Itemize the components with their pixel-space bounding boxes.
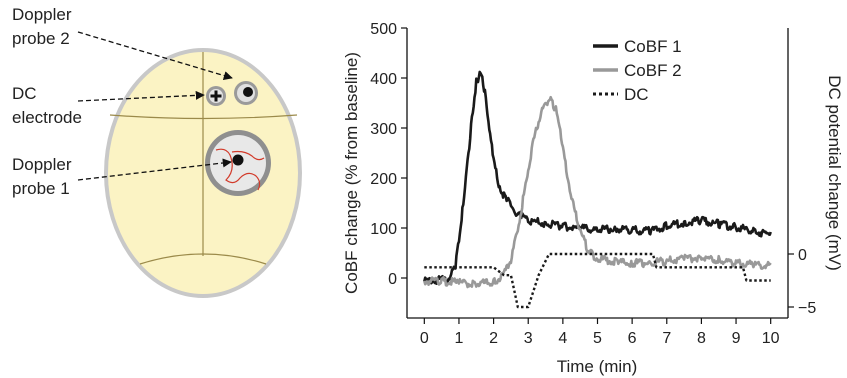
x-tick-label: 4 bbox=[558, 330, 567, 347]
x-tick-label: 1 bbox=[455, 330, 464, 347]
y-tick-label: 200 bbox=[370, 171, 397, 188]
x-tick-label: 7 bbox=[662, 330, 671, 347]
label-dc-line2: electrode bbox=[12, 108, 82, 127]
series-line-cobf-2 bbox=[423, 95, 772, 289]
y-tick-label: 500 bbox=[370, 21, 397, 38]
x-tick-label: 5 bbox=[593, 330, 602, 347]
label-dc-line1: DC bbox=[12, 84, 37, 103]
x-tick-label: 9 bbox=[732, 330, 741, 347]
y-right-tick-label: −5 bbox=[798, 300, 816, 317]
lambdoid-suture bbox=[139, 253, 267, 265]
y-right-tick-label: 0 bbox=[798, 247, 807, 264]
x-tick-label: 8 bbox=[697, 330, 706, 347]
y-tick-label: 400 bbox=[370, 71, 397, 88]
doppler-probe-1-icon bbox=[232, 154, 244, 166]
y-axis-right-title: DC potential change (mV) bbox=[825, 75, 844, 271]
label-probe2-line1: Doppler bbox=[12, 5, 72, 24]
x-tick-label: 6 bbox=[628, 330, 637, 347]
x-tick-label: 10 bbox=[762, 330, 780, 347]
label-probe2-line2: probe 2 bbox=[12, 29, 70, 48]
x-tick-label: 0 bbox=[420, 330, 429, 347]
legend-label: DC bbox=[624, 85, 649, 104]
dc-electrode-icon bbox=[206, 86, 226, 106]
cranial-window-icon bbox=[205, 130, 271, 196]
label-probe1-line2: probe 1 bbox=[12, 179, 70, 198]
label-probe1-line1: Doppler bbox=[12, 155, 72, 174]
y-tick-label: 300 bbox=[370, 121, 397, 138]
legend-label: CoBF 1 bbox=[624, 37, 682, 56]
y-tick-label: 0 bbox=[388, 271, 397, 288]
probe1-arrow bbox=[77, 158, 232, 181]
series-line-dc bbox=[424, 252, 771, 309]
series-line-cobf-1 bbox=[423, 70, 772, 285]
doppler-probe-2-icon bbox=[234, 81, 258, 105]
skull-schematic: Doppler probe 2 DC electrode Doppler pro… bbox=[12, 5, 302, 298]
chart: 0 1 2 3 4 5 6 7 8 9 10 0 100 200 300 400 500 0 −5 CoBF 1… bbox=[342, 21, 844, 376]
legend-label: CoBF 2 bbox=[624, 61, 682, 80]
y-tick-label: 100 bbox=[370, 221, 397, 238]
dc-arrow bbox=[77, 90, 205, 102]
x-tick-label: 2 bbox=[489, 330, 498, 347]
probe2-arrow bbox=[77, 31, 233, 81]
x-tick-label: 3 bbox=[524, 330, 533, 347]
y-axis-left-title: CoBF change (% from baseline) bbox=[342, 52, 361, 294]
x-axis-title: Time (min) bbox=[557, 357, 638, 376]
